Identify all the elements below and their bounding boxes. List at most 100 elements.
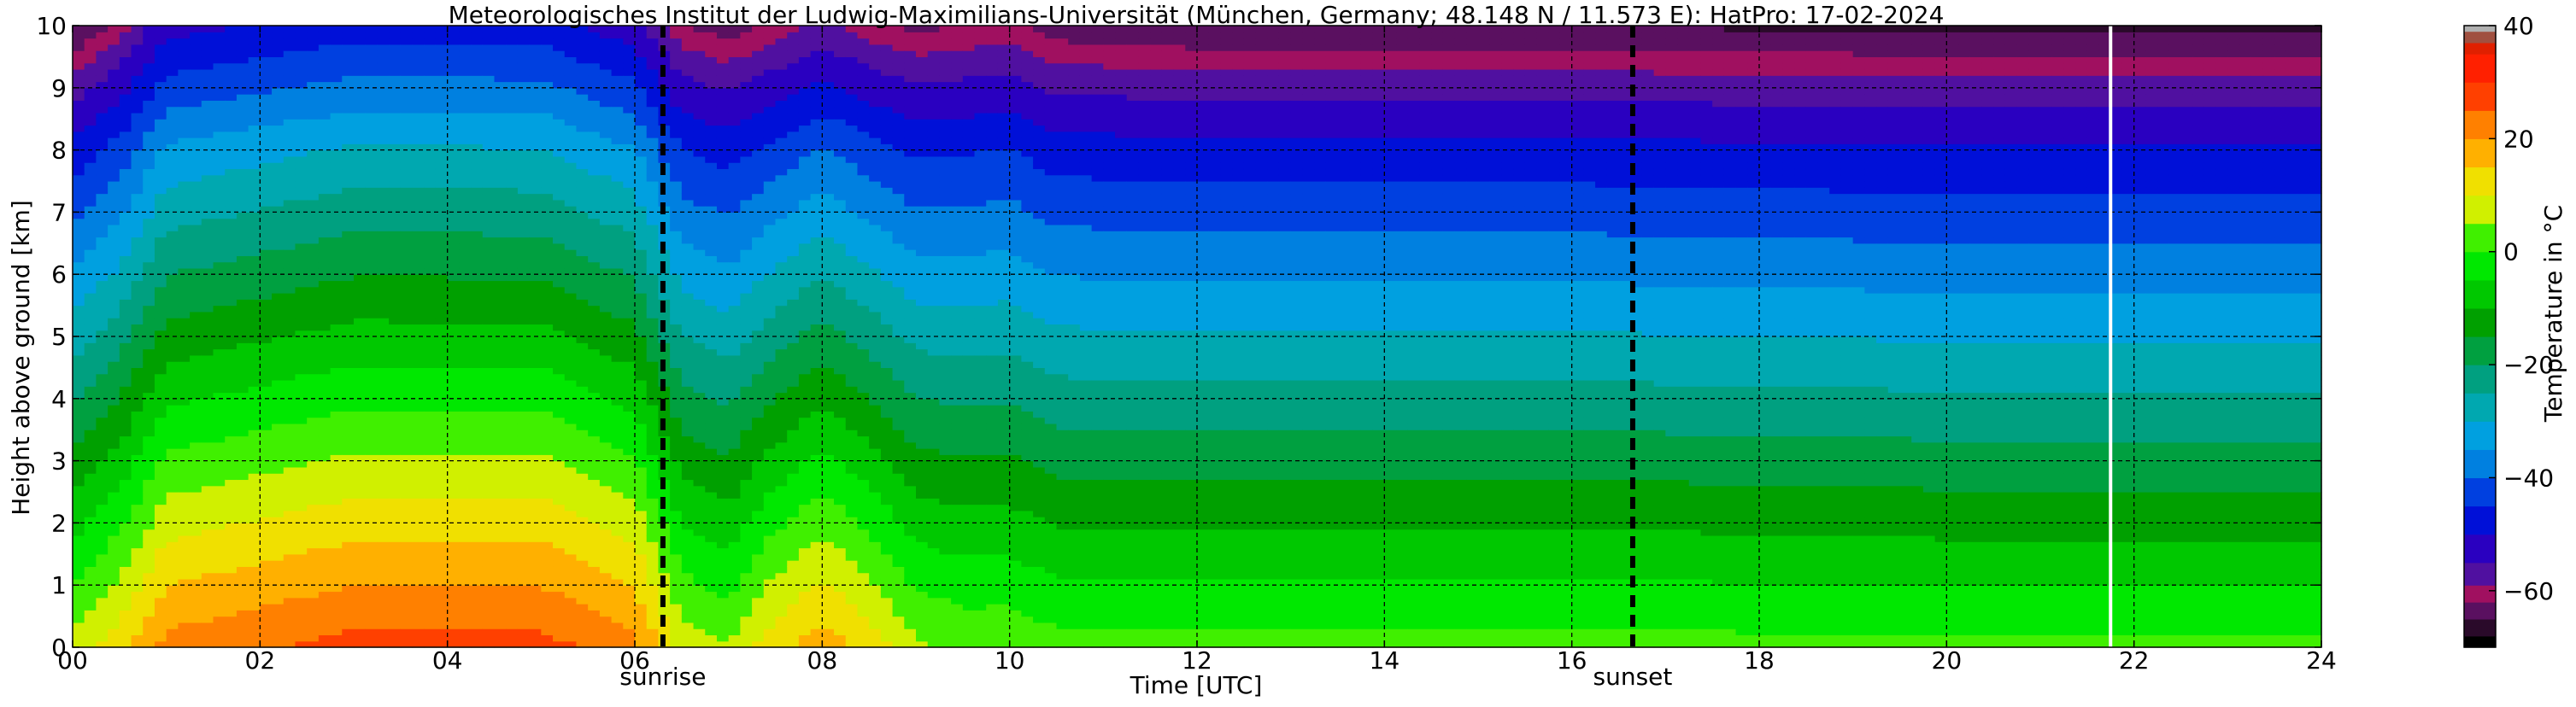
heatmap-cell <box>412 181 425 188</box>
heatmap-cell <box>190 149 202 157</box>
heatmap-cell <box>635 572 648 580</box>
heatmap-cell <box>471 454 484 462</box>
heatmap-cell <box>623 62 636 70</box>
heatmap-cell <box>389 125 402 132</box>
heatmap-cell <box>96 354 109 362</box>
heatmap-cell <box>330 616 343 623</box>
heatmap-cell <box>599 286 613 294</box>
heatmap-cell <box>494 411 507 418</box>
heatmap-cell <box>73 143 85 151</box>
heatmap-cell <box>272 429 285 437</box>
heatmap-cell <box>646 373 660 381</box>
heatmap-cell <box>588 305 601 313</box>
heatmap-cell <box>635 143 648 151</box>
heatmap-cell <box>506 231 519 238</box>
heatmap-cell <box>494 572 507 580</box>
heatmap-cell <box>295 193 308 201</box>
heatmap-cell <box>248 373 261 381</box>
heatmap-cell <box>517 286 531 294</box>
heatmap-cell <box>108 572 120 580</box>
heatmap-cell <box>354 206 367 213</box>
heatmap-cell <box>635 286 648 294</box>
heatmap-cell <box>272 44 285 51</box>
heatmap-cell <box>400 640 414 648</box>
heatmap-cell <box>646 572 660 580</box>
heatmap-cell <box>611 572 624 580</box>
heatmap-cell <box>143 373 155 381</box>
heatmap-cell <box>330 187 343 195</box>
heatmap-cell <box>201 106 214 114</box>
heatmap-cell <box>517 336 531 343</box>
heatmap-cell <box>646 330 660 337</box>
heatmap-cell <box>400 237 414 244</box>
heatmap-cell <box>541 553 554 561</box>
heatmap-cell <box>213 311 226 318</box>
heatmap-cell <box>471 162 484 170</box>
heatmap-cell <box>494 398 507 406</box>
heatmap-cell <box>471 628 484 636</box>
heatmap-cell <box>400 373 414 381</box>
heatmap-cell <box>119 286 132 294</box>
heatmap-cell <box>342 267 355 275</box>
heatmap-cell <box>529 640 542 648</box>
heatmap-cell <box>307 604 320 611</box>
heatmap-cell <box>236 529 249 536</box>
heatmap-cell <box>248 286 261 294</box>
heatmap-cell <box>529 242 542 250</box>
heatmap-cell <box>248 510 261 517</box>
heatmap-cell <box>611 510 624 517</box>
heatmap-cell <box>471 237 484 244</box>
heatmap-cell <box>330 423 343 430</box>
heatmap-cell <box>190 112 202 120</box>
heatmap-cell <box>541 143 554 151</box>
heatmap-cell <box>529 168 542 176</box>
heatmap-cell <box>588 50 601 57</box>
heatmap-cell <box>154 168 167 176</box>
heatmap-cell <box>190 634 202 642</box>
heatmap-cell <box>143 87 155 95</box>
heatmap-cell <box>564 181 578 188</box>
heatmap-cell <box>553 348 566 356</box>
heatmap-cell <box>529 181 542 188</box>
heatmap-cell <box>623 100 636 108</box>
heatmap-cell <box>295 32 308 39</box>
heatmap-cell <box>494 578 507 586</box>
heatmap-cell <box>553 106 566 114</box>
heatmap-cell <box>342 330 355 337</box>
heatmap-cell <box>576 224 589 231</box>
heatmap-cell <box>564 622 578 629</box>
heatmap-cell <box>201 510 214 517</box>
heatmap-cell <box>354 212 367 219</box>
heatmap-cell <box>553 100 566 108</box>
heatmap-cell <box>354 149 367 157</box>
heatmap-cell <box>635 274 648 282</box>
heatmap-cell <box>236 460 249 468</box>
heatmap-cell <box>459 504 472 511</box>
heatmap-cell <box>553 460 566 468</box>
heatmap-cell <box>576 318 589 325</box>
heatmap-cell <box>295 348 308 356</box>
heatmap-cell <box>154 429 167 437</box>
heatmap-cell <box>213 485 226 493</box>
heatmap-cell <box>307 324 320 331</box>
heatmap-cell <box>646 566 660 574</box>
heatmap-cell <box>96 87 109 95</box>
heatmap-cell <box>248 485 261 493</box>
heatmap-cell <box>482 106 496 114</box>
heatmap-cell <box>471 274 484 282</box>
heatmap-cell <box>225 448 238 455</box>
heatmap-cell <box>178 429 191 437</box>
heatmap-cell <box>365 429 378 437</box>
heatmap-cell <box>377 26 390 32</box>
heatmap-cell <box>365 237 378 244</box>
heatmap-cell <box>108 473 120 481</box>
heatmap-cell <box>84 379 97 387</box>
heatmap-cell <box>588 398 601 406</box>
heatmap-cell <box>365 32 378 39</box>
heatmap-cell <box>342 231 355 238</box>
heatmap-cell <box>84 541 97 549</box>
heatmap-cell <box>96 119 109 126</box>
heatmap-cell <box>635 212 648 219</box>
heatmap-cell <box>201 354 214 362</box>
heatmap-cell <box>225 193 238 201</box>
